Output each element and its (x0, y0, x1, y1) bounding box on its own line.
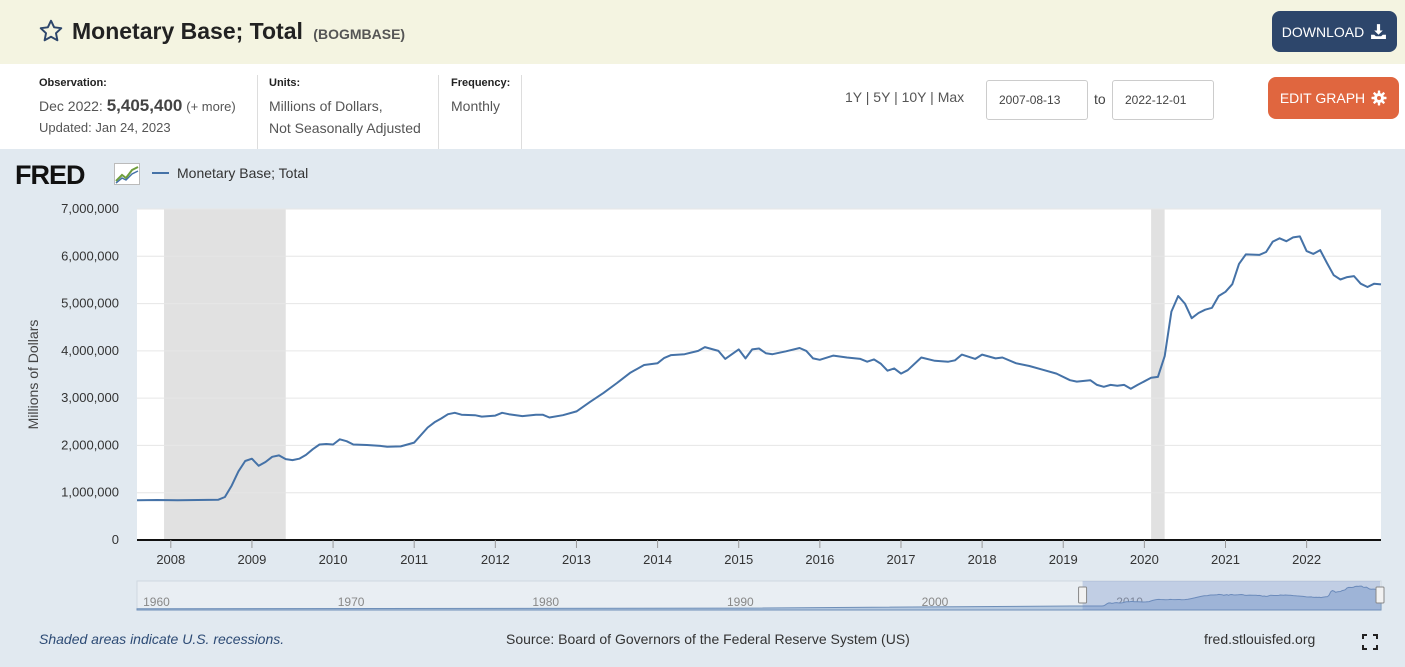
range-max-link[interactable]: Max (937, 89, 965, 105)
x-tick-label: 2020 (1130, 552, 1159, 567)
observation-block: Observation: Dec 2022: 5,405,400 (+ more… (39, 77, 236, 135)
divider (521, 75, 522, 149)
range-10y-link[interactable]: 10Y (901, 89, 927, 105)
page-title: Monetary Base; Total (BOGMBASE) (72, 18, 405, 45)
edit-graph-label: EDIT GRAPH (1279, 90, 1366, 106)
x-tick-label: 2008 (156, 552, 185, 567)
x-tick-label: 2017 (887, 552, 916, 567)
x-tick-label: 2011 (400, 552, 428, 567)
x-tick-label: 2012 (481, 552, 510, 567)
range-5y-link[interactable]: 5Y (873, 89, 891, 105)
series-line[interactable] (136, 235, 1382, 502)
edit-graph-button[interactable]: EDIT GRAPH (1268, 77, 1399, 119)
x-tick-label: 2022 (1292, 552, 1321, 567)
range-separator: | (865, 89, 870, 105)
x-tick-label: 2013 (562, 552, 591, 567)
x-tick-label: 2018 (968, 552, 997, 567)
navigator-selection[interactable] (1082, 581, 1380, 610)
x-tick-label: 2010 (319, 552, 348, 567)
y-tick-label: 6,000,000 (61, 248, 119, 263)
title-bar: Monetary Base; Total (BOGMBASE) DOWNLOAD (0, 0, 1405, 64)
navigator-tick-label: 1990 (727, 595, 754, 609)
recession-note: Shaded areas indicate U.S. recessions. (39, 631, 285, 647)
start-date-input[interactable]: 2007-08-13 (986, 80, 1088, 120)
recession-shading (164, 209, 286, 540)
y-tick-label: 0 (112, 532, 119, 547)
fred-logo: FRED (15, 160, 85, 190)
units-label: Units: (269, 77, 301, 89)
y-tick-label: 7,000,000 (61, 201, 119, 216)
navigator-tick-label: 1960 (143, 595, 170, 609)
observation-value: 5,405,400 (106, 96, 183, 115)
observation-date: Dec 2022: (39, 98, 103, 114)
navigator-tick-label: 1970 (338, 595, 365, 609)
units-line2: Not Seasonally Adjusted (269, 120, 421, 136)
range-1y-link[interactable]: 1Y (845, 89, 862, 105)
y-axis-label: Millions of Dollars (25, 320, 41, 430)
navigator-tick-label: 1980 (532, 595, 559, 609)
range-separator: | (930, 89, 934, 105)
divider (257, 75, 258, 149)
navigator-handle[interactable] (1078, 586, 1088, 604)
x-tick-label: 2021 (1211, 552, 1240, 567)
series-title: Monetary Base; Total (72, 18, 303, 44)
fred-graph-icon (114, 163, 140, 185)
navigator-handle[interactable] (1375, 586, 1385, 604)
y-tick-label: 2,000,000 (61, 437, 119, 452)
x-tick-label: 2015 (724, 552, 753, 567)
frequency-label: Frequency: (451, 77, 511, 89)
frequency-value: Monthly (451, 98, 501, 114)
site-url[interactable]: fred.stlouisfed.org (1204, 631, 1316, 647)
updated-date: Updated: Jan 24, 2023 (39, 120, 171, 135)
y-tick-label: 1,000,000 (61, 485, 119, 500)
x-tick-label: 2009 (237, 552, 266, 567)
navigator-tick-label: 2000 (922, 595, 949, 609)
plot-area (137, 209, 1381, 540)
divider (438, 75, 439, 149)
end-date-input[interactable]: 2022-12-01 (1112, 80, 1214, 120)
legend-swatch (152, 172, 169, 174)
download-label: DOWNLOAD (1281, 23, 1365, 40)
units-line1: Millions of Dollars, (269, 98, 383, 114)
x-tick-label: 2014 (643, 552, 672, 567)
navigator-series (136, 585, 1382, 611)
series-id: (BOGMBASE) (313, 26, 406, 42)
range-links: 1Y | 5Y | 10Y | Max (845, 89, 964, 105)
source-text: Source: Board of Governors of the Federa… (506, 631, 910, 647)
fullscreen-icon[interactable] (1362, 634, 1378, 650)
line-chart: 0 1,000,000 2,000,000 3,000,000 4,000,000 5,0… (25, 201, 1385, 611)
x-tick-label: 2019 (1049, 552, 1078, 567)
observation-more-link[interactable]: (+ more) (186, 99, 236, 114)
download-icon (1371, 24, 1387, 39)
range-separator: | (894, 89, 898, 105)
legend-label: Monetary Base; Total (177, 165, 309, 181)
graph-panel: 0 1,000,000 2,000,000 3,000,000 4,000,000 5,0… (0, 149, 1405, 667)
chart-legend: Monetary Base; Total (152, 165, 308, 181)
frequency-block: Frequency: Monthly (451, 77, 510, 117)
gear-icon (1371, 90, 1387, 106)
observation-line: Dec 2022: 5,405,400 (+ more) (39, 95, 236, 118)
to-label: to (1094, 91, 1106, 107)
download-button[interactable]: DOWNLOAD (1272, 11, 1397, 52)
observation-label: Observation: (39, 77, 107, 89)
y-tick-label: 3,000,000 (61, 390, 119, 405)
x-tick-label: 2016 (805, 552, 834, 567)
y-tick-label: 4,000,000 (61, 343, 119, 358)
star-icon[interactable] (38, 18, 64, 44)
units-block: Units: Millions of Dollars, Not Seasonal… (269, 77, 421, 139)
y-tick-label: 5,000,000 (61, 296, 119, 311)
